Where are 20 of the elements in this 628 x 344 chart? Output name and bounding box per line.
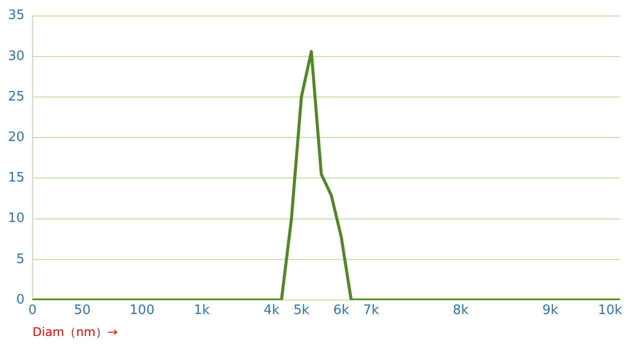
x-tick-label: 7k [363,303,380,318]
y-tick-label: 30 [8,48,25,64]
x-tick-label: 10k [598,303,623,318]
x-tick-label: 1k [194,303,210,318]
y-tick-label: 10 [8,211,25,226]
y-tick-label: 0 [16,292,25,308]
y-tick-label: 25 [8,89,25,104]
y-tick-label: 35 [8,8,25,24]
x-axis-title: Diam（nm）→ [32,324,118,339]
y-tick-label: 5 [16,252,25,267]
x-tick-label: 0 [28,303,37,318]
y-tick-label: 15 [8,170,25,186]
x-tick-label: 9k [542,303,559,318]
x-tick-label: 100 [130,303,154,318]
x-tick-label: 5k [293,303,310,318]
x-tick-label: 8k [452,303,470,318]
y-tick-label: 20 [8,130,25,145]
x-tick-label: 4k [264,303,280,318]
x-tick-label: 6k [333,303,350,318]
x-tick-label: 50 [74,303,91,318]
